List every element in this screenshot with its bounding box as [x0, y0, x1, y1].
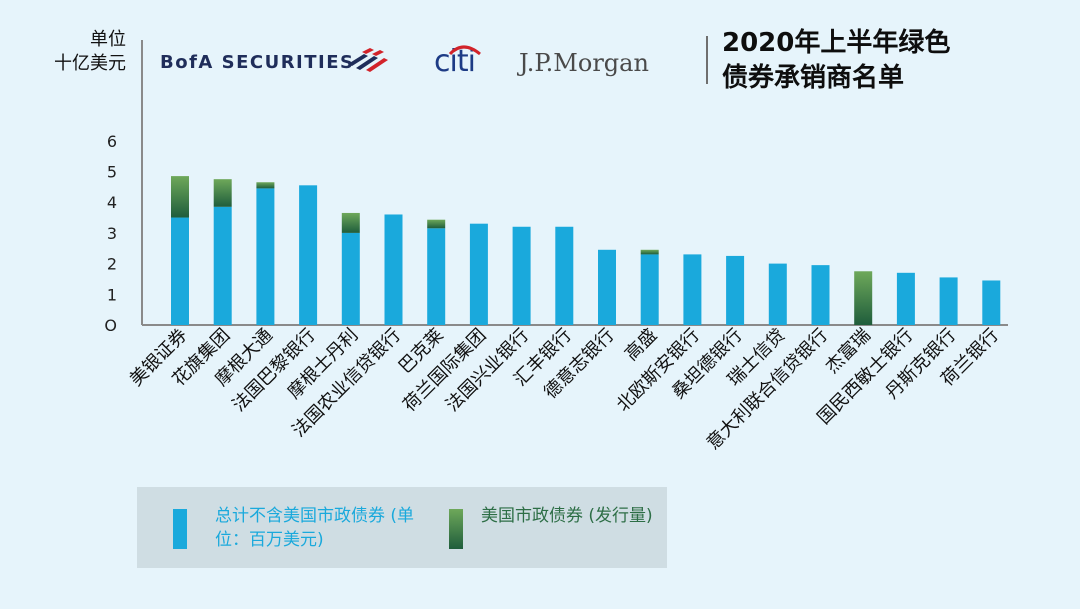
y-tick-label: 1 — [107, 285, 117, 304]
y-tick-label: 4 — [107, 193, 117, 212]
unit-line-2: 十亿美元 — [54, 53, 126, 74]
bar-municipal-0 — [171, 176, 189, 218]
bar-municipal-4 — [341, 212, 360, 233]
bar-total-18 — [939, 277, 958, 325]
chart-title: 2020年上半年绿色 债券承销商名单 — [722, 26, 950, 96]
title-line-1: 2020年上半年绿色 — [722, 28, 951, 58]
bofa-securities-logo: BofA SECURITIES — [160, 52, 355, 73]
bar-total-0 — [171, 217, 189, 325]
legend: 总计不含美国市政债券 (单位：百万美元) 美国市政债券 (发行量) — [137, 487, 667, 568]
bar-total-5 — [384, 214, 403, 325]
y-tick-label: 5 — [107, 163, 117, 182]
bar-municipal-11 — [640, 249, 659, 255]
legend-swatch-total — [173, 509, 187, 549]
bar-total-19 — [982, 280, 1001, 325]
y-tick-label: 2 — [107, 255, 117, 274]
bar-total-6 — [427, 228, 446, 325]
bar-municipal-6 — [427, 219, 446, 229]
bar-total-2 — [256, 188, 275, 325]
legend-label-total: 总计不含美国市政债券 (单位：百万美元) — [215, 506, 415, 550]
bofa-flag-icon — [348, 48, 388, 72]
y-tick-label: 6 — [107, 132, 117, 151]
bar-total-7 — [469, 223, 488, 325]
title-separator — [706, 36, 708, 84]
bar-municipal-2 — [256, 182, 275, 189]
citi-arc-icon — [448, 45, 481, 56]
bar-total-13 — [726, 255, 745, 325]
bar-total-1 — [213, 206, 232, 325]
bar-total-11 — [640, 254, 659, 325]
bar-total-3 — [299, 185, 318, 325]
bar-total-9 — [555, 226, 574, 325]
bar-municipal-1 — [213, 179, 232, 207]
y-axis-unit-label: 单位 十亿美元 — [30, 28, 126, 76]
bar-total-17 — [896, 272, 915, 325]
y-tick-label: O — [104, 316, 117, 335]
jpmorgan-logo: J.P.Morgan — [519, 49, 649, 77]
title-line-2: 债券承销商名单 — [722, 63, 905, 93]
bar-total-14 — [768, 263, 787, 325]
legend-swatch-municipal — [449, 509, 463, 549]
legend-label-municipal: 美国市政债券 (发行量) — [481, 506, 653, 526]
y-tick-label: 3 — [107, 224, 117, 243]
bar-total-15 — [811, 265, 830, 325]
bar-total-10 — [598, 249, 616, 325]
bar-total-8 — [512, 226, 531, 325]
unit-line-1: 单位 — [90, 29, 126, 50]
bar-municipal-16 — [854, 271, 873, 325]
bar-total-12 — [683, 254, 702, 325]
bar-total-4 — [341, 232, 360, 325]
